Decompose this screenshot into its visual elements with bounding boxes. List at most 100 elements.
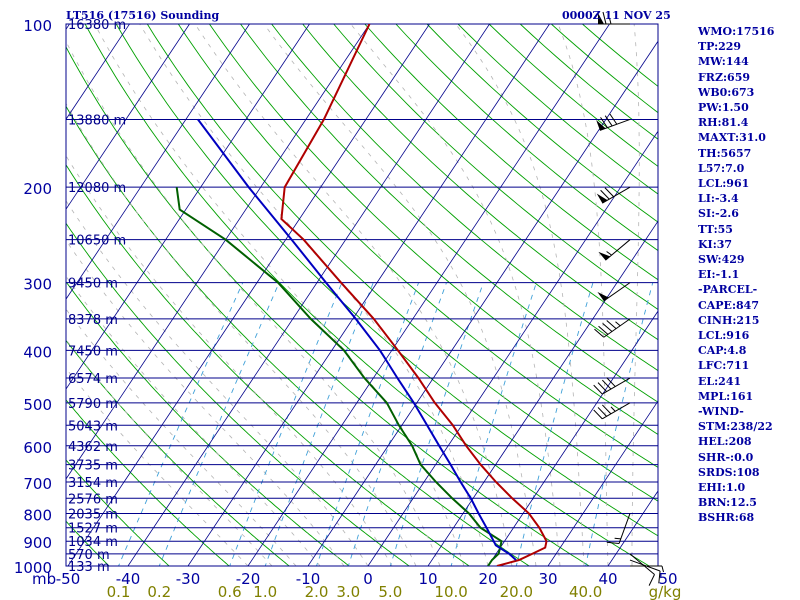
mixing-ratio-line [515, 282, 594, 566]
height-label: 570 m [68, 548, 110, 563]
stat-9: L57:7.0 [698, 161, 745, 175]
grid-layer [66, 24, 658, 566]
wind-barb-staff [602, 402, 631, 420]
wind-barb-staff [605, 239, 631, 261]
pressure-tick-label: 600 [23, 439, 52, 457]
pressure-tick-label: 800 [23, 506, 52, 524]
stat-19: CINH:215 [698, 313, 760, 327]
dry-adiabat [66, 280, 350, 566]
stat-15: SW:429 [698, 253, 745, 266]
stat-20: LCL:916 [698, 329, 750, 342]
stat-22: LFC:711 [698, 359, 750, 373]
isotherm [247, 24, 611, 566]
stat-30: EHI:1.0 [698, 481, 746, 494]
pressure-tick-label: 300 [23, 276, 52, 294]
isotherm [487, 310, 658, 566]
mixing-ratio-label: g/kg [649, 583, 682, 600]
dry-adiabat [208, 24, 658, 435]
wind-barb-full [593, 409, 603, 420]
stat-10: LCL:961 [698, 177, 750, 190]
temp-tick-label: 40 [598, 570, 617, 588]
chart-title: LT516 (17516) Sounding [66, 9, 220, 22]
wind-barb-layer [593, 11, 664, 586]
wind-barb [596, 186, 631, 204]
temp-tick-label: -30 [176, 570, 201, 588]
height-label: 9450 m [68, 277, 118, 292]
stat-1: TP:229 [698, 40, 742, 54]
wind-barb [606, 513, 631, 545]
isotherm [547, 400, 658, 566]
mixing-ratio-label: 40.0 [569, 583, 602, 600]
stat-28: SHR-:0.0 [698, 450, 754, 464]
stat-6: RH:81.4 [698, 116, 749, 130]
wind-barb-half [606, 251, 612, 256]
moist-adiabat [66, 200, 369, 566]
stat-11: LI:-3.4 [698, 192, 739, 206]
stat-7: MAXT:31.0 [698, 131, 766, 145]
height-label: 4362 m [68, 440, 118, 455]
stat-5: PW:1.50 [698, 101, 749, 114]
mixing-ratio-line [389, 282, 484, 566]
wind-barb-staff [629, 559, 661, 572]
wind-barb-half [661, 565, 664, 573]
height-label: 6574 m [68, 372, 118, 387]
wind-barb-full [648, 574, 655, 586]
moist-adiabat [455, 24, 585, 566]
mixing-ratio-line [118, 282, 244, 566]
wind-barb-flag [596, 193, 608, 204]
height-label: 7450 m [68, 344, 118, 359]
pressure-tick-label: 700 [23, 475, 52, 493]
wind-barb-staff [603, 282, 631, 302]
wind-barb-full [597, 382, 607, 392]
temp-tick-label: -10 [296, 570, 321, 588]
dry-adiabat [271, 24, 658, 372]
stat-16: EI:-1.1 [698, 268, 740, 282]
wind-barb [593, 377, 631, 395]
mixing-ratio-line [585, 282, 654, 566]
temperature-profile [280, 24, 548, 566]
pressure-tick-label: 200 [23, 180, 52, 198]
height-label: 13880 m [68, 113, 126, 128]
stat-24: MPL:161 [698, 389, 754, 403]
dry-adiabat [177, 24, 658, 468]
moist-adiabat [350, 24, 561, 566]
wind-barb [593, 402, 631, 420]
stat-0: WMO:17516 [698, 25, 775, 38]
wind-barb [596, 113, 631, 131]
stat-4: WB0:673 [698, 85, 755, 99]
temp-tick-label: 0 [363, 570, 373, 588]
pressure-tick-label: 900 [23, 534, 52, 552]
mixing-ratio-line [158, 282, 280, 566]
wind-barb-full [602, 323, 613, 332]
mixing-ratio-line [450, 282, 537, 566]
height-label: 10650 m [68, 234, 126, 249]
height-label: 5043 m [68, 419, 118, 434]
stat-32: BSHR:68 [698, 511, 755, 525]
wind-barb-half [614, 537, 621, 540]
isotherm [367, 130, 658, 566]
temp-tick-label: 50 [658, 570, 677, 588]
mixing-ratio-label: 1.0 [253, 583, 277, 600]
wind-barb-full [597, 407, 607, 417]
mixing-ratio-label: 0.6 [218, 583, 242, 600]
wind-barb-half [610, 406, 616, 412]
temp-tick-label: -20 [236, 570, 261, 588]
mixing-ratio-line [347, 282, 447, 566]
wind-barb-full [604, 187, 614, 198]
dry-adiabat [146, 24, 658, 502]
stat-14: KI:37 [698, 237, 733, 251]
height-label: 8378 m [68, 313, 118, 328]
dry-adiabat [364, 24, 658, 281]
stat-21: CAP:4.8 [698, 344, 747, 358]
dry-adiabat [302, 24, 658, 341]
mixing-ratio-label: 2.0 [305, 583, 329, 600]
wind-barb-full [593, 384, 603, 395]
dry-adiabat [66, 520, 110, 566]
wind-barb [598, 239, 631, 261]
height-label: 1034 m [68, 535, 118, 550]
wind-barb-flag [598, 13, 604, 24]
isotherm [307, 40, 658, 566]
mixing-ratio-line [229, 282, 343, 566]
stat-27: HEL:208 [698, 435, 752, 449]
